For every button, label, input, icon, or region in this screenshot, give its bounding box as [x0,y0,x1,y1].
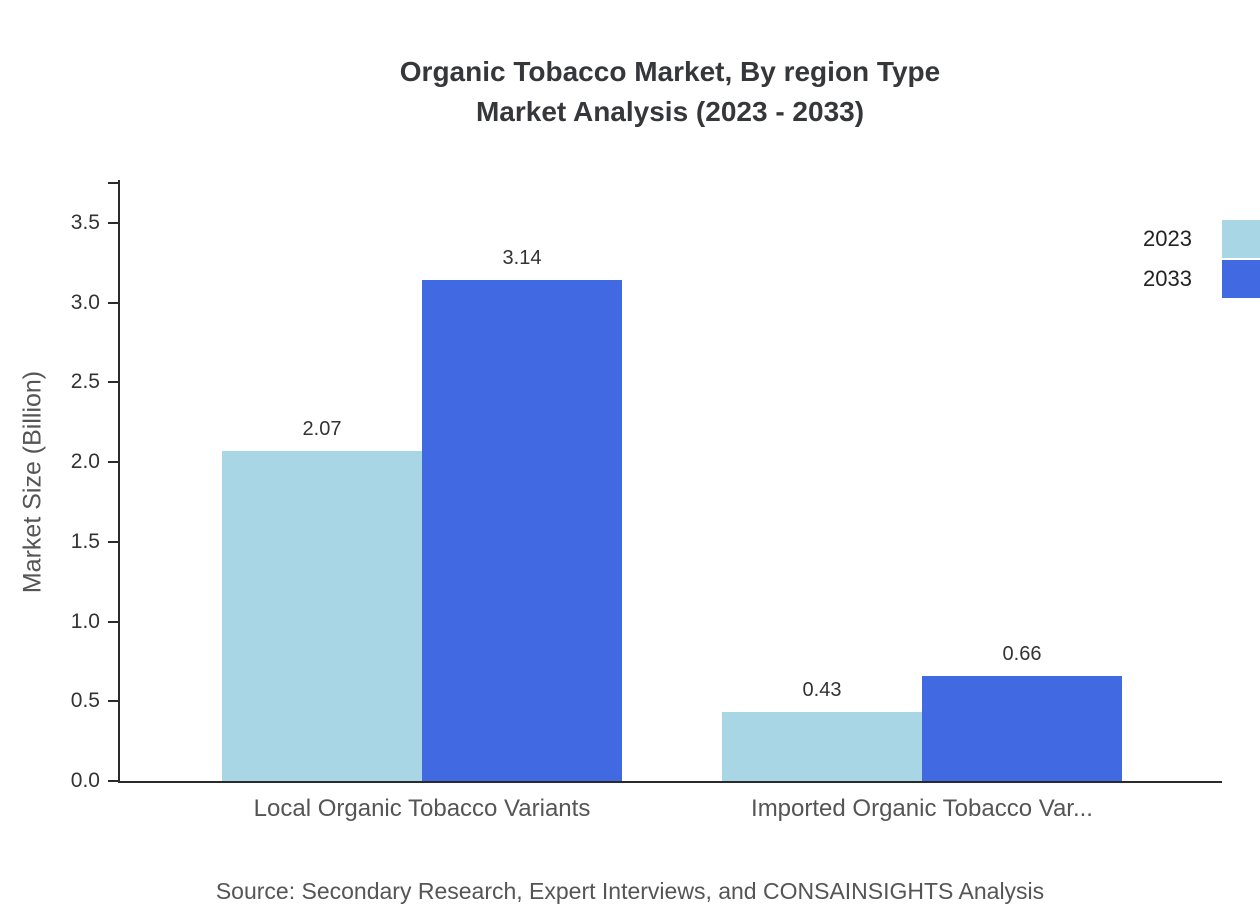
x-category-label: Imported Organic Tobacco Var... [751,795,1093,822]
y-tick [108,620,118,623]
y-tick-label: 0.5 [70,689,100,713]
y-tick-label: 1.0 [70,609,100,633]
plot-area: 0.0 0.5 1.0 1.5 2.0 2.5 3.0 3.5 2.07 3.14 Local Or… [71,180,1222,822]
legend-swatch [1222,260,1260,298]
legend-item-2023: 2023 [1143,219,1260,259]
bar-value-label: 2.07 [302,418,342,441]
y-tick [108,540,118,543]
chart-title: Organic Tobacco Market, By region Type M… [80,52,1260,132]
y-axis-end-tick [108,182,118,184]
source-note: Source: Secondary Research, Expert Inter… [215,878,1045,904]
y-tick-label: 2.0 [70,450,100,474]
bar-2023-group2 [722,712,922,781]
y-tick-label: 2.5 [70,370,100,394]
y-tick-label: 3.5 [70,211,100,235]
y-tick-label: 1.5 [70,529,100,553]
legend-label: 2033 [1143,266,1192,291]
chart-title-line2: Market Analysis (2023 - 2033) [475,96,865,127]
chart-title-line1: Organic Tobacco Market, By region Type [399,56,941,87]
bar-2023-group1 [222,451,422,781]
bar-value-label: 0.66 [1002,642,1042,665]
y-tick [108,381,118,384]
bar-2033-group1 [422,280,622,781]
y-tick-label: 0.0 [70,769,100,792]
legend-label: 2023 [1143,226,1192,251]
y-tick [108,461,118,464]
y-tick [108,222,118,225]
y-tick [108,301,118,304]
bar-value-label: 0.43 [802,679,842,702]
y-tick [108,700,118,703]
legend: 2023 2033 [1143,219,1260,299]
y-tick-label: 3.0 [70,290,100,314]
y-axis-label: Market Size (Billion) [18,370,47,594]
x-category-label: Local Organic Tobacco Variants [253,795,591,822]
bar-value-label: 3.14 [502,247,542,270]
bar-2033-group2 [922,675,1122,781]
legend-item-2033: 2033 [1143,259,1260,299]
y-tick [108,780,118,782]
legend-swatch [1222,220,1260,258]
